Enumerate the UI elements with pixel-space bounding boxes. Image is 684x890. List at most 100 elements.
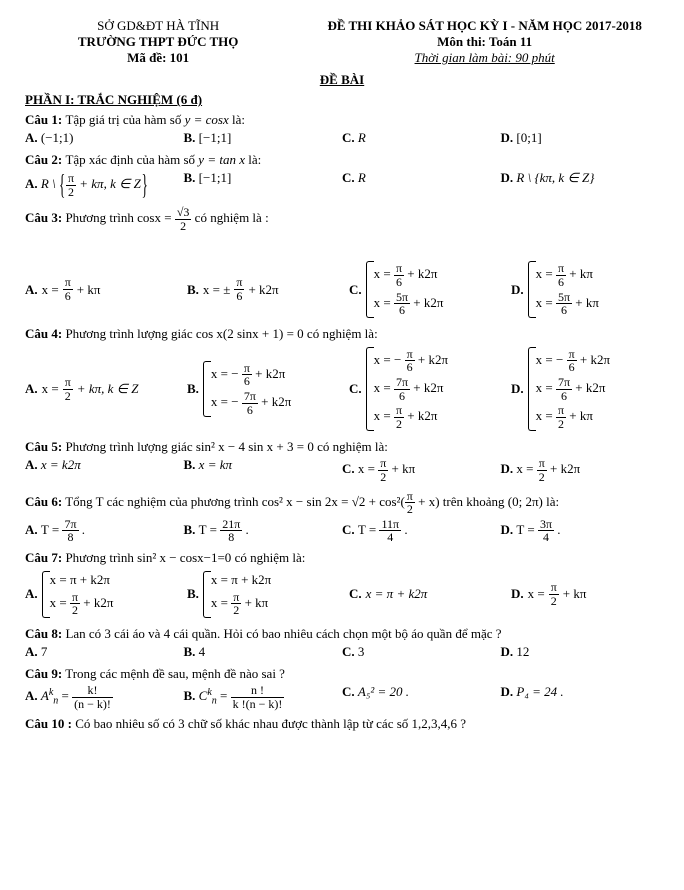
q3-D2-fd: 6 (556, 304, 572, 317)
q5-tail: có nghiệm là: (317, 439, 388, 454)
q2-A: A. R \ π2 + kπ, k ∈ Z (25, 170, 184, 200)
q9-C-val: A₅² = 20 . (358, 684, 409, 699)
q7-B: B. x = π + k2π x = π2 + kπ (187, 569, 335, 620)
q6-A: A. T = 7π8 . (25, 518, 184, 544)
q4-D1-fd: 6 (567, 361, 577, 374)
q6: Câu 6: Tổng T các nghiệm của phương trìn… (25, 490, 659, 516)
q5-C-fd: 2 (378, 471, 388, 484)
q4-B2-fn: 7π (242, 390, 258, 404)
q7-eq: sin² x − cosx−1=0 (137, 550, 231, 565)
q3-C1-fn: π (394, 262, 404, 276)
q3-C2-post: + k2π (410, 295, 443, 310)
hdr-right: ĐỀ THI KHẢO SÁT HỌC KỲ I - NĂM HỌC 2017-… (310, 18, 659, 66)
q9: Câu 9: Trong các mệnh đề sau, mệnh đề nà… (25, 666, 659, 682)
q6-label: Câu 6: (25, 494, 62, 509)
q5-C-pre: x = (358, 461, 378, 476)
q4-B2-pre: x = − (211, 394, 242, 409)
q10: Câu 10 : Có bao nhiêu số có 3 chữ số khá… (25, 716, 659, 732)
q2-A-set: π2 + kπ, k ∈ Z (59, 170, 148, 200)
q4-D-sys: x = − π6 + k2π x = 7π6 + k2π x = π2 + kπ (528, 347, 610, 432)
q3-text: Phương trình cosx = (65, 210, 174, 225)
q4-tail: có nghiệm là: (307, 326, 378, 341)
q4-B1-post: + k2π (252, 366, 285, 381)
q1-C-val: R (358, 130, 366, 145)
q9-A-fd: (n − k)! (72, 698, 113, 711)
q9-C: C. A₅² = 20 . (342, 684, 501, 710)
q9-text: Trong các mệnh đề sau, mệnh đề nào sai ? (65, 666, 285, 681)
q6-eq: cos² x − sin 2x = √2 + cos²( (262, 494, 405, 509)
q7-B2-fd: 2 (231, 604, 241, 617)
q8-label: Câu 8: (25, 626, 65, 641)
q4-C2-post: + k2π (410, 380, 443, 395)
q3-A-pre: x = (42, 282, 59, 298)
q4-B1-pre: x = − (211, 366, 242, 381)
q6-C-fn: 11π (379, 518, 401, 532)
q3-C1-fd: 6 (394, 276, 404, 289)
q7-D: D. x = π2 + kπ (511, 581, 659, 607)
q3-fn: √3 (175, 206, 192, 220)
q8-opts: A. 7 B. 4 C. 3 D. 12 (25, 644, 659, 660)
exam-time: Thời gian làm bài: 90 phút (310, 50, 659, 66)
q9-A-eq: = (58, 688, 72, 703)
q3-B-post: + k2π (248, 282, 278, 298)
q3-A-post: + kπ (77, 282, 101, 298)
q5-C: C. x = π2 + kπ (342, 457, 501, 483)
q4-C1-post: + k2π (415, 352, 448, 367)
q4-D3-fn: π (556, 404, 566, 418)
q8-C: C. 3 (342, 644, 501, 660)
q5-D-fd: 2 (537, 471, 547, 484)
q2-B-val: [−1;1] (199, 170, 232, 185)
q7-B-sys: x = π + k2π x = π2 + kπ (203, 571, 271, 618)
q8-B-val: 4 (199, 644, 206, 659)
q5-eq: sin² x − 4 sin x + 3 = 0 (196, 439, 314, 454)
q1-eq: y = cosx (185, 112, 229, 127)
q2-C: C. R (342, 170, 501, 200)
q4-C1-fd: 6 (405, 361, 415, 374)
q4-C: C. x = − π6 + k2π x = 7π6 + k2π x = π2 +… (349, 345, 497, 434)
q4-B2-fd: 6 (242, 404, 258, 417)
q7-B2-fn: π (231, 591, 241, 605)
q3-label: Câu 3: (25, 210, 65, 225)
q2-label: Câu 2: (25, 152, 65, 167)
q3-C1-pre: x = (374, 266, 394, 281)
q6-fn: π (405, 490, 415, 504)
q4-label: Câu 4: (25, 326, 65, 341)
q9-label: Câu 9: (25, 666, 62, 681)
q3-C1-post: + k2π (404, 266, 437, 281)
q6-opts: A. T = 7π8 . B. T = 21π8 . C. T = 11π4 .… (25, 518, 659, 544)
q6-D-fd: 4 (538, 531, 554, 544)
q3-B-fn: π (234, 276, 244, 290)
q3-C2-pre: x = (374, 295, 394, 310)
q9-A-fn: k! (72, 684, 113, 698)
q4-C3-fd: 2 (394, 418, 404, 431)
dept: SỞ GD&ĐT HÀ TĨNH (25, 18, 291, 34)
q7-B2-post: + kπ (241, 595, 268, 610)
q4-A-post: + kπ, k ∈ Z (77, 381, 139, 397)
q2: Câu 2: Tập xác định của hàm số y = tan x… (25, 152, 659, 168)
q5-D-pre: x = (516, 461, 536, 476)
q2-D-val: R \ {kπ, k ∈ Z} (516, 170, 594, 185)
q3-D1-post: + kπ (566, 266, 593, 281)
q3-C2-fd: 6 (394, 304, 410, 317)
q3-D2-post: + kπ (572, 295, 599, 310)
q4-C1-fn: π (405, 348, 415, 362)
q4-C2-fn: 7π (394, 376, 410, 390)
q7-A-sys: x = π + k2π x = π2 + k2π (42, 571, 114, 618)
q6-A-pre: T = (41, 522, 63, 537)
q2-D: D. R \ {kπ, k ∈ Z} (501, 170, 660, 200)
q1: Câu 1: Tập giá trị của hàm số y = cosx l… (25, 112, 659, 128)
q7-tail: có nghiệm là: (235, 550, 306, 565)
q9-B-fd: k !(n − k)! (231, 698, 285, 711)
q4-D3-pre: x = (536, 408, 556, 423)
hdr-left: SỞ GD&ĐT HÀ TĨNH TRƯỜNG THPT ĐỨC THỌ Mã … (25, 18, 291, 66)
q3-fd: 2 (175, 220, 192, 233)
q4-A: A. x = π2 + kπ, k ∈ Z (25, 376, 173, 402)
q6-C-post: . (401, 522, 408, 537)
q1-A: A. (−1;1) (25, 130, 184, 146)
q6-A-fd: 8 (62, 531, 78, 544)
q9-opts: A. Akn = k!(n − k)! B. Ckn = n !k !(n − … (25, 684, 659, 710)
q1-D: D. [0;1] (501, 130, 660, 146)
q6-C-pre: T = (358, 522, 380, 537)
q4-D1-post: + k2π (577, 352, 610, 367)
q6-A-fn: 7π (62, 518, 78, 532)
